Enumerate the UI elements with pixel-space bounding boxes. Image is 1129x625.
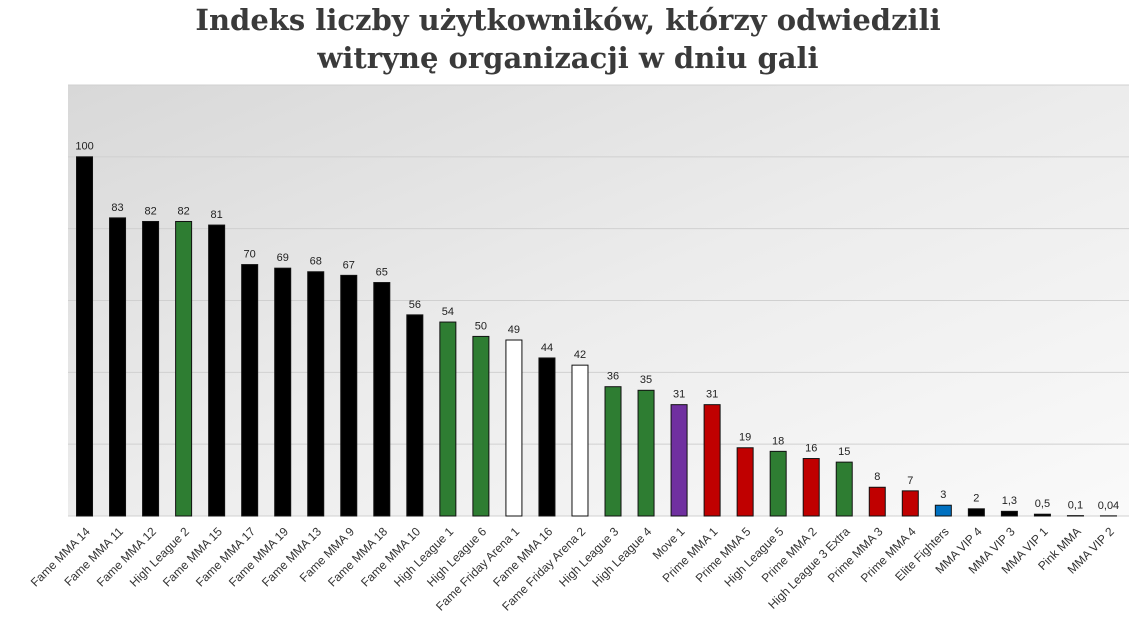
bar <box>571 364 589 517</box>
value-label: 82 <box>144 205 156 217</box>
value-label: 35 <box>640 374 652 386</box>
value-label: 3 <box>940 489 946 501</box>
bar <box>76 156 94 517</box>
bar <box>703 404 721 517</box>
value-label: 8 <box>874 471 880 483</box>
value-label: 36 <box>607 371 619 383</box>
value-label: 1,3 <box>1002 495 1017 507</box>
bar <box>175 220 193 517</box>
value-label: 82 <box>177 205 189 217</box>
value-label: 49 <box>508 324 520 336</box>
bar <box>802 458 820 517</box>
value-label: 81 <box>211 209 223 221</box>
bar <box>373 282 391 517</box>
bar <box>109 217 127 517</box>
bar <box>868 486 886 517</box>
bar <box>1033 513 1051 517</box>
value-label: 70 <box>244 248 256 260</box>
value-label: 56 <box>409 299 421 311</box>
value-label: 0,1 <box>1068 500 1083 512</box>
value-label: 100 <box>75 141 93 153</box>
value-label: 65 <box>376 266 388 278</box>
bar <box>967 508 985 517</box>
value-label: 54 <box>442 306 454 318</box>
bar <box>934 504 952 517</box>
value-label: 67 <box>343 259 355 271</box>
value-label: 0,5 <box>1035 498 1050 510</box>
x-tick-label: High League 4 <box>589 524 654 589</box>
bar <box>637 389 655 517</box>
bar <box>505 339 523 517</box>
bar <box>538 357 556 517</box>
bar <box>439 321 457 517</box>
bar <box>142 220 160 517</box>
bar <box>406 314 424 517</box>
value-label: 31 <box>706 389 718 401</box>
value-label: 0,04 <box>1098 500 1119 512</box>
value-label: 69 <box>277 252 289 264</box>
value-label: 16 <box>805 442 817 454</box>
value-label: 2 <box>973 493 979 505</box>
value-label: 19 <box>739 432 751 444</box>
value-label: 42 <box>574 349 586 361</box>
value-label: 50 <box>475 320 487 332</box>
chart-subtitle: witrynę organizacji w dniu gali <box>316 41 818 75</box>
bar <box>340 274 358 517</box>
bar <box>1000 510 1018 517</box>
chart-title: Indeks liczby użytkowników, którzy odwie… <box>195 3 940 37</box>
value-label: 44 <box>541 342 553 354</box>
value-label: 31 <box>673 389 685 401</box>
value-label: 83 <box>111 202 123 214</box>
bar <box>835 461 853 517</box>
value-label: 7 <box>907 475 913 487</box>
value-label: 18 <box>772 435 784 447</box>
bar <box>670 404 688 517</box>
bar <box>472 335 490 517</box>
bar <box>307 271 325 517</box>
bar <box>604 386 622 517</box>
bar <box>736 447 754 517</box>
bar <box>274 267 292 517</box>
value-label: 68 <box>310 256 322 268</box>
bar <box>208 224 226 517</box>
bar <box>241 264 259 517</box>
value-label: 15 <box>838 446 850 458</box>
bar <box>901 490 919 517</box>
bar <box>769 450 787 517</box>
